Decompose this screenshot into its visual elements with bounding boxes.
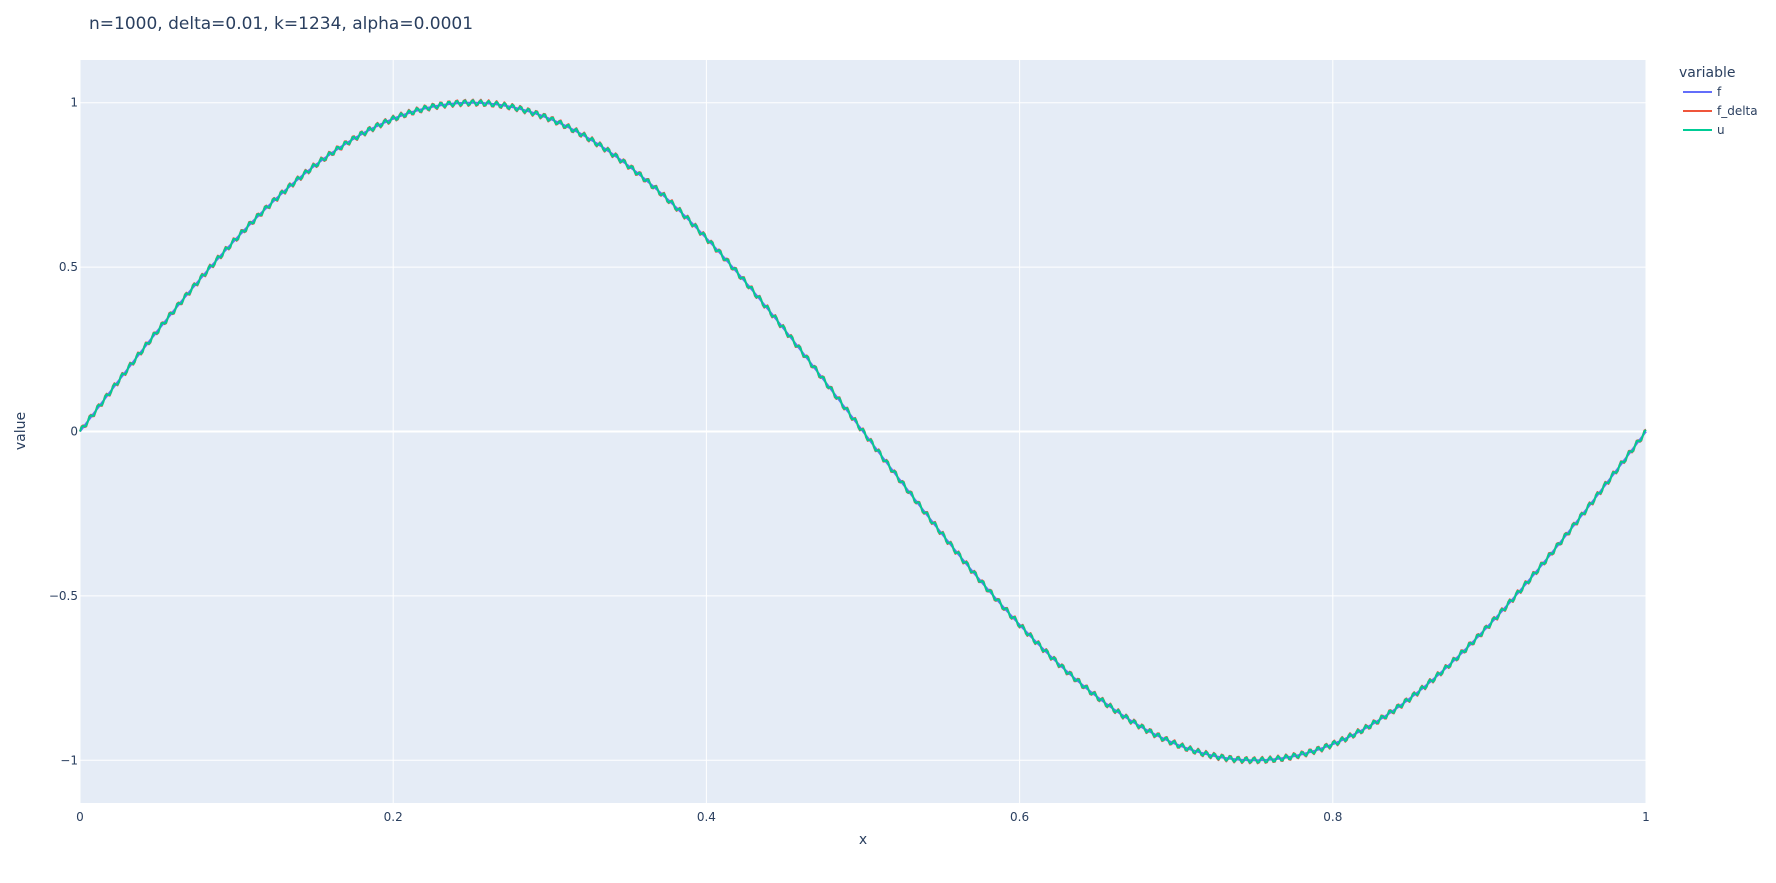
x-axis-ticks: 0 0.2 0.4 0.6 0.8 1 <box>76 810 1650 824</box>
legend-item-u[interactable]: u <box>1683 123 1725 137</box>
y-tick-label: −0.5 <box>49 589 78 603</box>
x-tick-label: 0 <box>76 810 84 824</box>
x-tick-label: 0.8 <box>1323 810 1342 824</box>
y-tick-label: 1 <box>70 96 78 110</box>
y-axis-ticks: 1 0.5 0 −0.5 −1 <box>49 96 78 768</box>
plot-area[interactable] <box>79 60 1647 803</box>
y-tick-label: 0 <box>70 425 78 439</box>
y-axis-title: value <box>13 412 29 450</box>
legend-item-f_delta[interactable]: f_delta <box>1683 104 1758 118</box>
series-line-u <box>79 99 1647 764</box>
legend-title: variable <box>1679 65 1735 81</box>
x-tick-label: 0.6 <box>1010 810 1029 824</box>
x-tick-label: 0.4 <box>697 810 716 824</box>
legend-label: u <box>1717 123 1725 137</box>
legend-label: f <box>1717 85 1722 99</box>
series-lines <box>79 98 1647 765</box>
grid <box>79 60 1647 803</box>
chart-title: n=1000, delta=0.01, k=1234, alpha=0.0001 <box>89 14 473 34</box>
x-tick-label: 0.2 <box>384 810 403 824</box>
legend-item-f[interactable]: f <box>1683 85 1722 99</box>
legend-label: f_delta <box>1717 104 1758 118</box>
series-line-f <box>79 101 1647 762</box>
x-tick-label: 1 <box>1642 810 1650 824</box>
y-tick-label: −1 <box>60 753 78 767</box>
x-axis-title: x <box>859 832 867 848</box>
y-tick-label: 0.5 <box>59 260 78 274</box>
